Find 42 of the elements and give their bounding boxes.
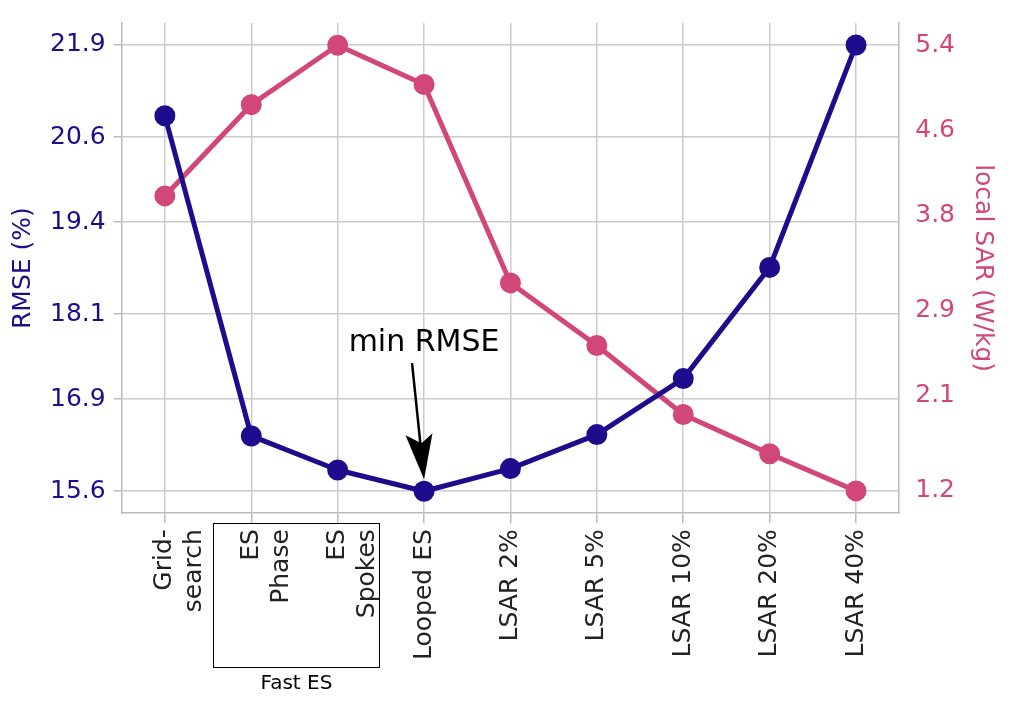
point xyxy=(586,424,608,446)
point xyxy=(672,368,694,390)
x-tick-label: LSAR 2% xyxy=(493,529,523,642)
point xyxy=(413,480,435,502)
y-tick-label: 18.1 xyxy=(49,297,106,327)
point xyxy=(240,425,262,447)
x-tick-label: Looped ES xyxy=(407,529,437,660)
y2-tick-label: 4.6 xyxy=(915,113,956,143)
point xyxy=(413,74,435,96)
y-tick-label: 21.9 xyxy=(49,28,106,58)
point xyxy=(154,185,176,207)
point xyxy=(240,94,262,116)
y-tick-label: 16.9 xyxy=(49,382,106,412)
y2-tick-label: 2.1 xyxy=(915,378,956,408)
y2-tick-label: 2.9 xyxy=(915,294,956,324)
x-tick-label: ES Spokes xyxy=(321,529,381,619)
x-tick-label: LSAR 20% xyxy=(753,529,783,658)
point xyxy=(327,459,349,481)
y-tick-label: 19.4 xyxy=(49,205,106,235)
point xyxy=(845,480,867,502)
point xyxy=(327,34,349,56)
y2-tick-label: 5.4 xyxy=(915,28,956,58)
y-tick-label: 15.6 xyxy=(49,474,106,504)
point xyxy=(154,105,176,127)
y2-axis-title: local SAR (W/kg) xyxy=(969,164,999,373)
y-tick-label: 20.6 xyxy=(49,120,106,150)
x-tick-label: Grid- search xyxy=(148,529,208,613)
point xyxy=(759,256,781,278)
y-axis-title: RMSE (%) xyxy=(6,207,36,330)
point xyxy=(672,404,694,426)
point xyxy=(759,443,781,465)
text: Fast ES xyxy=(260,670,333,694)
point xyxy=(499,458,521,480)
y2-tick-label: 3.8 xyxy=(915,198,956,228)
annotation: min RMSE xyxy=(348,323,500,359)
x-tick-label: LSAR 5% xyxy=(580,529,610,642)
x-tick-label: LSAR 40% xyxy=(839,529,869,658)
point xyxy=(499,272,521,294)
y2-tick-label: 1.2 xyxy=(915,474,956,504)
point xyxy=(586,335,608,357)
point xyxy=(845,34,867,56)
x-tick-label: LSAR 10% xyxy=(666,529,696,658)
